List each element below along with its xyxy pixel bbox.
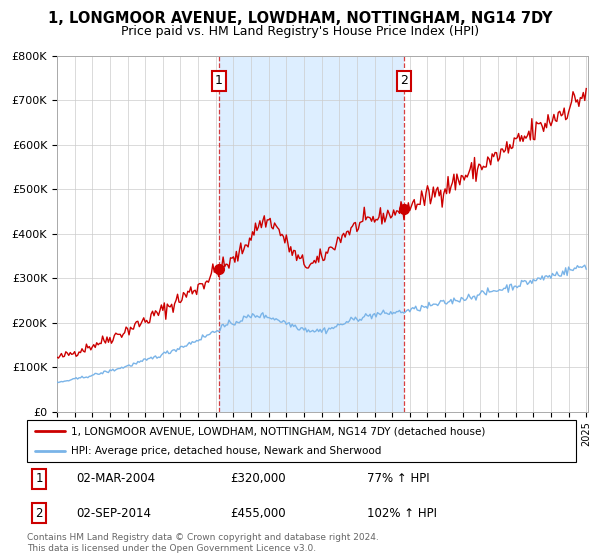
Text: 2: 2: [400, 74, 408, 87]
Text: 77% ↑ HPI: 77% ↑ HPI: [367, 473, 430, 486]
Text: HPI: Average price, detached house, Newark and Sherwood: HPI: Average price, detached house, Newa…: [71, 446, 381, 456]
Text: Contains HM Land Registry data © Crown copyright and database right 2024.
This d: Contains HM Land Registry data © Crown c…: [27, 533, 379, 553]
Text: 02-SEP-2014: 02-SEP-2014: [76, 507, 151, 520]
Text: 102% ↑ HPI: 102% ↑ HPI: [367, 507, 437, 520]
Text: Price paid vs. HM Land Registry's House Price Index (HPI): Price paid vs. HM Land Registry's House …: [121, 25, 479, 38]
Text: £455,000: £455,000: [230, 507, 286, 520]
Text: £320,000: £320,000: [230, 473, 286, 486]
Text: 2: 2: [35, 507, 43, 520]
Text: 1, LONGMOOR AVENUE, LOWDHAM, NOTTINGHAM, NG14 7DY (detached house): 1, LONGMOOR AVENUE, LOWDHAM, NOTTINGHAM,…: [71, 426, 485, 436]
Text: 1: 1: [215, 74, 223, 87]
FancyBboxPatch shape: [27, 420, 576, 462]
Text: 02-MAR-2004: 02-MAR-2004: [76, 473, 155, 486]
Text: 1, LONGMOOR AVENUE, LOWDHAM, NOTTINGHAM, NG14 7DY: 1, LONGMOOR AVENUE, LOWDHAM, NOTTINGHAM,…: [48, 11, 552, 26]
Text: 1: 1: [35, 473, 43, 486]
Bar: [219, 56, 404, 412]
